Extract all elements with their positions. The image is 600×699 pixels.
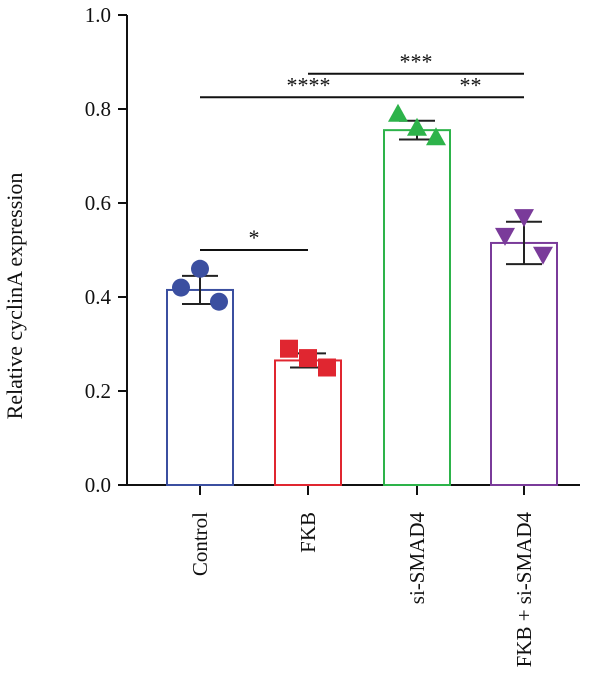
error-bars bbox=[182, 119, 542, 369]
data-point bbox=[280, 339, 298, 358]
data-point bbox=[426, 127, 446, 146]
y-tick-label: 0.8 bbox=[85, 97, 111, 121]
x-axis: Control FKB si-SMAD4 FKB + si-SMAD4 bbox=[127, 484, 580, 668]
x-tick-label: FKB + si-SMAD4 bbox=[512, 512, 536, 668]
data-point bbox=[299, 349, 317, 368]
bars bbox=[166, 129, 558, 487]
y-tick-label: 0.4 bbox=[85, 285, 112, 309]
data-point bbox=[514, 209, 534, 228]
y-tick-label: 0.0 bbox=[85, 473, 111, 497]
significance-label: * bbox=[249, 225, 260, 250]
x-tick-label: si-SMAD4 bbox=[405, 512, 429, 605]
bar-fkb-si-smad4 bbox=[490, 241, 558, 486]
data-points bbox=[172, 103, 553, 377]
data-point bbox=[191, 259, 209, 278]
x-tick-label: FKB bbox=[296, 512, 320, 553]
significance-label: **** bbox=[287, 72, 331, 97]
significance-brackets: ********** bbox=[200, 49, 524, 251]
bar-fkb bbox=[274, 359, 342, 487]
data-point bbox=[210, 292, 228, 311]
data-point bbox=[533, 246, 553, 265]
data-point bbox=[172, 278, 190, 297]
significance-label: *** bbox=[400, 49, 433, 74]
bar-control bbox=[166, 288, 234, 487]
y-axis-label: Relative cyclinA expression bbox=[2, 173, 27, 420]
y-tick-label: 0.6 bbox=[85, 191, 111, 215]
data-point bbox=[495, 227, 515, 246]
x-tick-label: Control bbox=[188, 512, 212, 576]
data-point bbox=[318, 358, 336, 377]
y-axis: 0.0 0.2 0.4 0.6 0.8 1.0 bbox=[85, 3, 128, 497]
data-point bbox=[407, 117, 427, 136]
data-point bbox=[388, 103, 408, 122]
bar-si-smad4 bbox=[383, 129, 451, 486]
significance-label: ** bbox=[460, 72, 482, 97]
y-tick-label: 1.0 bbox=[85, 3, 111, 27]
y-tick-label: 0.2 bbox=[85, 379, 111, 403]
